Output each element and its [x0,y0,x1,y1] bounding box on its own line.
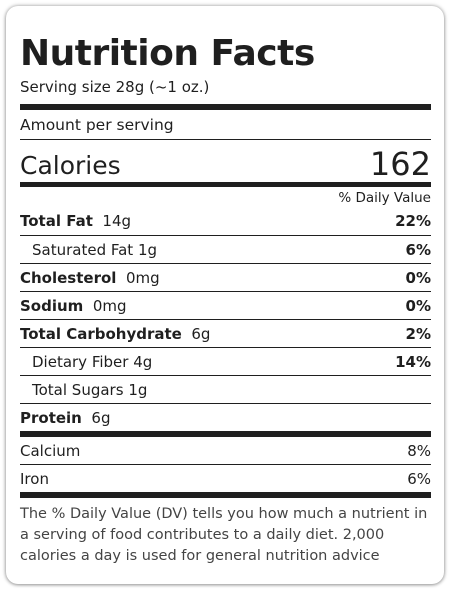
nutrition-facts-card: Nutrition Facts Serving size 28g (~1 oz.… [6,6,444,584]
nutrient-label: Protein 6g [20,409,111,427]
nutrient-name: Sodium [20,296,84,315]
vitamin-dv: 8% [407,441,431,460]
vitamin-name: Calcium [20,441,81,460]
nutrient-label: Total Sugars 1g [20,381,147,399]
serving-size: Serving size 28g (~1 oz.) [20,78,210,96]
nutrient-amount: 6g [91,408,111,427]
vitamin-row-calcium: Calcium 8% [20,431,431,464]
nutrient-dv: 0% [405,268,431,287]
nutrient-dv: 6% [405,240,431,259]
nutrient-name: Cholesterol [20,268,117,287]
nutrient-dv: 22% [395,212,431,230]
nutrient-amount: 1g [137,240,158,259]
nutrient-label: Cholesterol 0mg [20,269,160,287]
nutrient-row-sodium: Sodium 0mg 0% [20,291,431,319]
nutrient-amount: 0mg [125,268,160,287]
nutrient-amount: 0mg [92,296,127,315]
nutrient-row-dietary-fiber: Dietary Fiber 4g 14% [20,347,431,375]
vitamin-dv: 6% [407,469,431,488]
label-title: Nutrition Facts [20,33,315,74]
nutrient-row-total-fat: Total Fat 14g 22% [20,207,431,235]
nutrient-row-cholesterol: Cholesterol 0mg 0% [20,263,431,291]
amount-per-serving: Amount per serving [20,116,174,134]
nutrient-dv: 2% [405,324,431,343]
nutrient-amount: 4g [133,352,153,371]
nutrient-name: Total Carbohydrate [20,324,182,343]
nutrient-label: Sodium 0mg [20,297,127,315]
nutrient-name: Protein [20,408,82,427]
nutrient-row-saturated-fat: Saturated Fat 1g 6% [20,235,431,263]
vitamin-row-iron: Iron 6% [20,464,431,492]
nutrient-label: Total Carbohydrate 6g [20,325,210,343]
nutrient-name: Total Sugars [32,380,124,399]
nutrient-row-protein: Protein 6g [20,403,431,431]
thick-divider [20,104,431,110]
calories-label: Calories [20,151,121,180]
nutrient-row-total-carbohydrate: Total Carbohydrate 6g 2% [20,319,431,347]
daily-value-header: % Daily Value [20,182,431,207]
daily-value-footnote: The % Daily Value (DV) tells you how muc… [20,492,431,567]
nutrient-name: Saturated Fat [32,240,134,259]
nutrient-name: Total Fat [20,212,93,230]
nutrient-amount: 1g [128,380,148,399]
calories-row: Calories 162 [20,140,431,182]
nutrient-name: Dietary Fiber [32,352,129,371]
nutrient-dv: 14% [395,352,431,371]
nutrient-label: Total Fat 14g [20,212,131,230]
divider [20,139,431,140]
nutrient-amount: 14g [102,212,132,230]
nutrient-row-total-sugars: Total Sugars 1g [20,375,431,403]
nutrient-label: Saturated Fat 1g [20,241,157,259]
nutrient-amount: 6g [191,324,211,343]
nutrient-label: Dietary Fiber 4g [20,353,152,371]
nutrient-dv: 0% [405,296,431,315]
vitamin-name: Iron [20,469,49,488]
calories-value: 162 [369,145,431,183]
